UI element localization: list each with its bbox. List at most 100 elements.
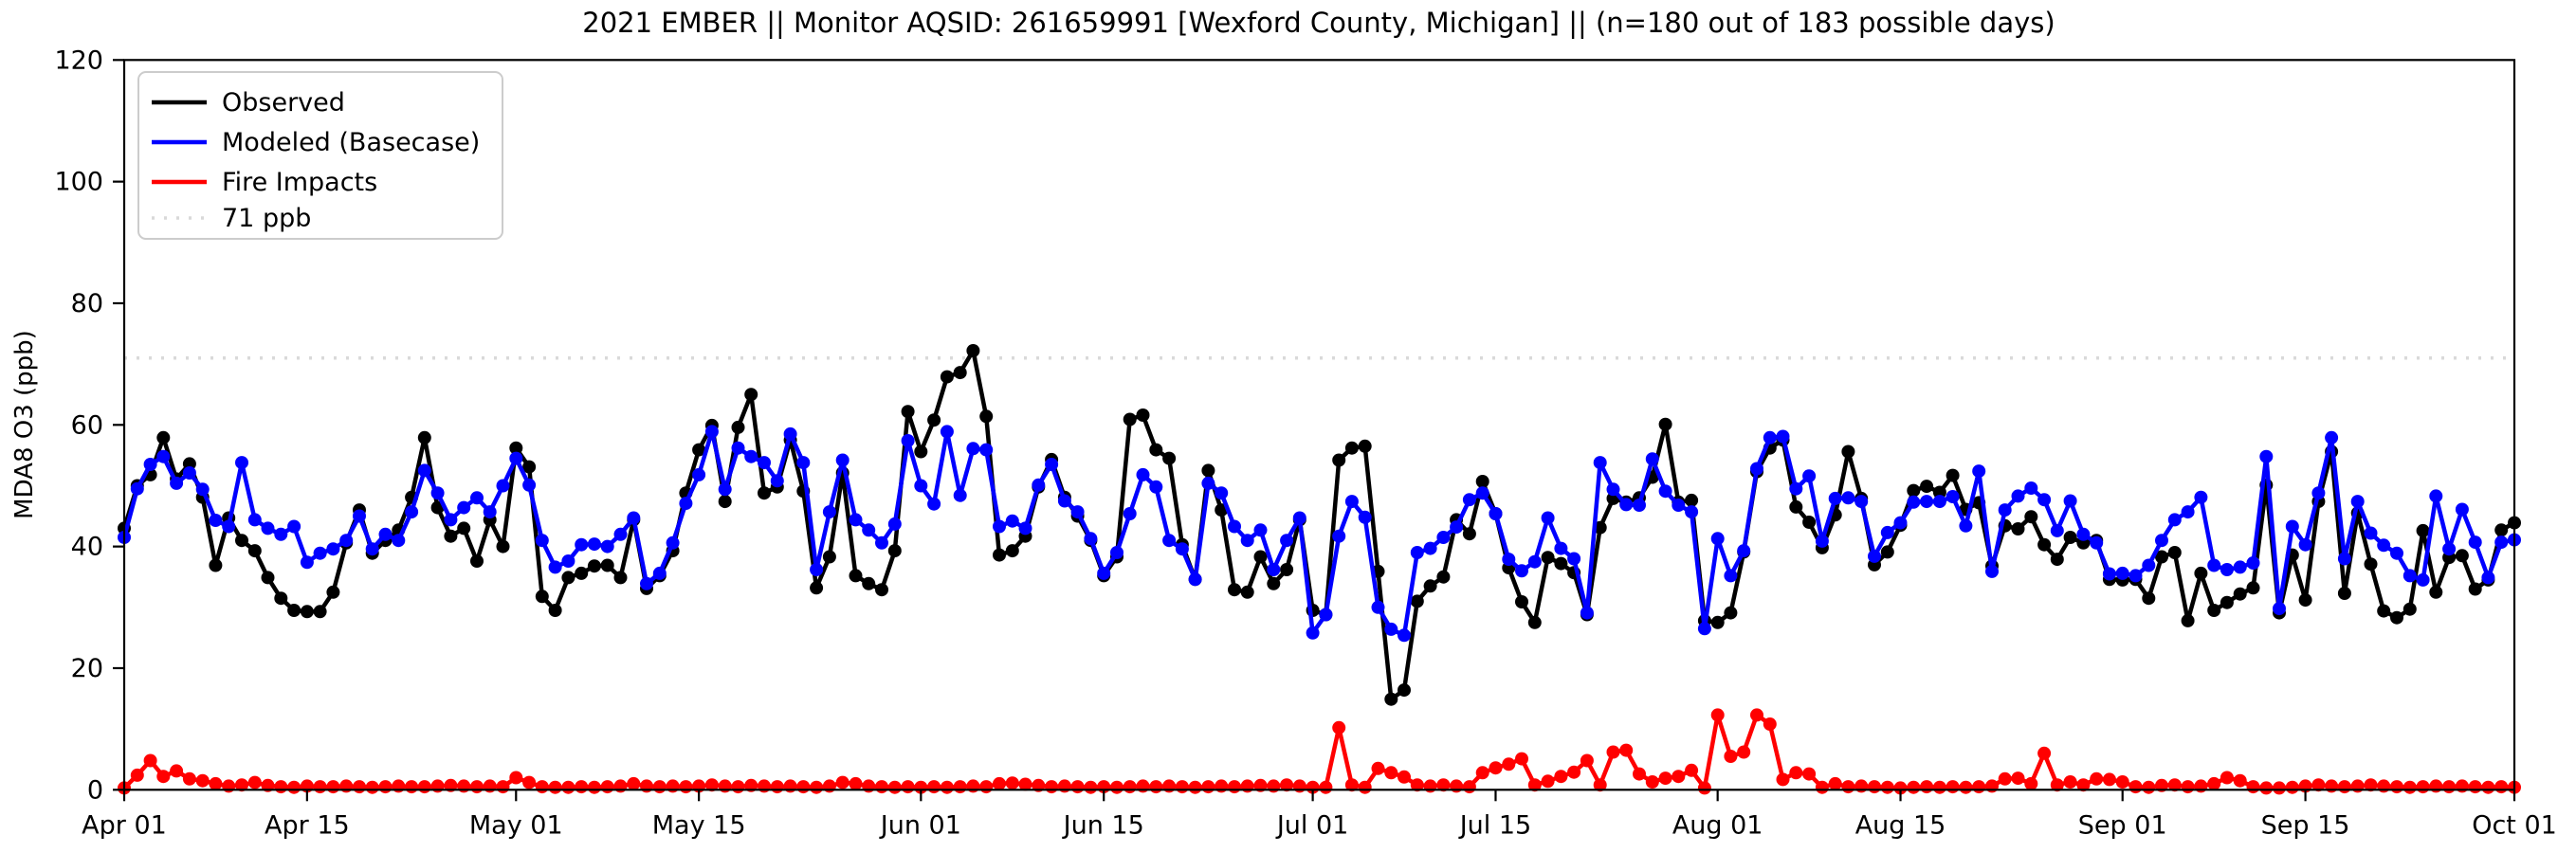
data-point — [1423, 579, 1437, 593]
y-tick-label: 120 — [54, 45, 103, 75]
data-point — [1123, 780, 1137, 794]
legend-label: Observed — [222, 88, 345, 118]
data-point — [430, 486, 445, 500]
data-point — [849, 569, 863, 583]
data-point — [2494, 523, 2509, 537]
data-point — [2090, 535, 2104, 550]
data-point — [679, 780, 693, 794]
data-point — [575, 537, 589, 552]
data-point — [1724, 606, 1738, 620]
data-point — [822, 550, 836, 564]
data-point — [182, 466, 196, 480]
data-point — [353, 780, 366, 794]
data-point — [1802, 469, 1817, 483]
data-point — [1710, 615, 1725, 629]
data-point — [2273, 781, 2286, 795]
y-tick-label: 80 — [71, 289, 103, 318]
legend-item-fire-impacts: Fire Impacts — [152, 168, 377, 197]
data-point — [2337, 587, 2351, 600]
series-line — [121, 348, 2517, 701]
data-point — [2142, 780, 2156, 794]
data-point — [993, 548, 1006, 562]
data-point — [1697, 781, 1711, 795]
series-line — [121, 429, 2517, 638]
data-point — [1946, 468, 1960, 482]
data-point — [1645, 452, 1659, 466]
data-point — [2142, 558, 2156, 572]
data-point — [1972, 464, 1986, 479]
data-point — [143, 753, 157, 768]
data-point — [1436, 778, 1451, 792]
data-point — [405, 505, 419, 519]
data-point — [2167, 513, 2182, 527]
legend-label: Modeled (Basecase) — [222, 128, 480, 157]
data-point — [2377, 604, 2391, 618]
data-point — [2037, 746, 2052, 760]
data-point — [1868, 549, 1881, 563]
data-point — [2402, 569, 2417, 583]
data-point — [1475, 766, 1489, 780]
data-point — [1097, 566, 1111, 580]
data-point — [1018, 777, 1032, 791]
data-point — [2259, 781, 2274, 795]
data-point — [195, 482, 210, 497]
data-point — [1880, 525, 1894, 539]
data-point — [692, 467, 706, 481]
x-tick-label: Jul 01 — [1275, 810, 1349, 840]
data-point — [1384, 766, 1398, 780]
data-point — [195, 773, 210, 788]
data-point — [2167, 546, 2182, 559]
data-point — [417, 780, 431, 794]
data-point — [326, 780, 340, 794]
data-point — [2102, 567, 2116, 581]
data-point — [548, 604, 562, 617]
data-point — [1998, 771, 2012, 786]
data-point — [417, 430, 431, 445]
data-point — [953, 780, 967, 794]
data-point — [2050, 553, 2064, 567]
data-point — [1959, 780, 1973, 794]
data-point — [2063, 531, 2077, 544]
data-point — [1685, 763, 1699, 777]
data-point — [1398, 628, 1411, 643]
data-point — [326, 542, 340, 556]
data-point — [2416, 572, 2430, 587]
data-point — [1972, 780, 1986, 794]
data-point — [587, 537, 601, 552]
data-point — [600, 539, 614, 554]
data-point — [1593, 456, 1607, 470]
data-point — [1932, 485, 1946, 499]
data-point — [1384, 622, 1398, 636]
data-point — [1344, 495, 1359, 509]
data-point — [561, 571, 575, 585]
data-point — [613, 527, 628, 541]
data-point — [1841, 491, 1855, 505]
data-point — [1123, 507, 1137, 520]
data-point — [1175, 780, 1189, 794]
data-point — [365, 542, 379, 556]
data-point — [1384, 692, 1398, 706]
data-point — [483, 505, 497, 519]
data-point — [2350, 495, 2365, 509]
data-point — [1841, 780, 1855, 794]
data-point — [1423, 541, 1437, 555]
x-tick-label: Jun 15 — [1062, 810, 1144, 840]
data-point — [1554, 556, 1568, 571]
data-point — [274, 527, 288, 541]
legend: Observed Modeled (Basecase) Fire Impacts 71… — [137, 71, 503, 240]
data-point — [2377, 538, 2391, 553]
data-point — [1672, 499, 1686, 512]
data-point — [2311, 778, 2326, 792]
data-point — [901, 780, 915, 794]
data-point — [2416, 780, 2430, 794]
data-point — [2076, 778, 2091, 792]
data-point — [130, 481, 144, 496]
data-point — [1672, 770, 1686, 784]
data-point — [300, 605, 314, 619]
data-point — [1502, 757, 1516, 771]
data-point — [156, 430, 171, 445]
data-point — [548, 560, 562, 574]
data-point — [744, 449, 758, 463]
data-point — [875, 780, 888, 794]
data-point — [613, 571, 628, 585]
